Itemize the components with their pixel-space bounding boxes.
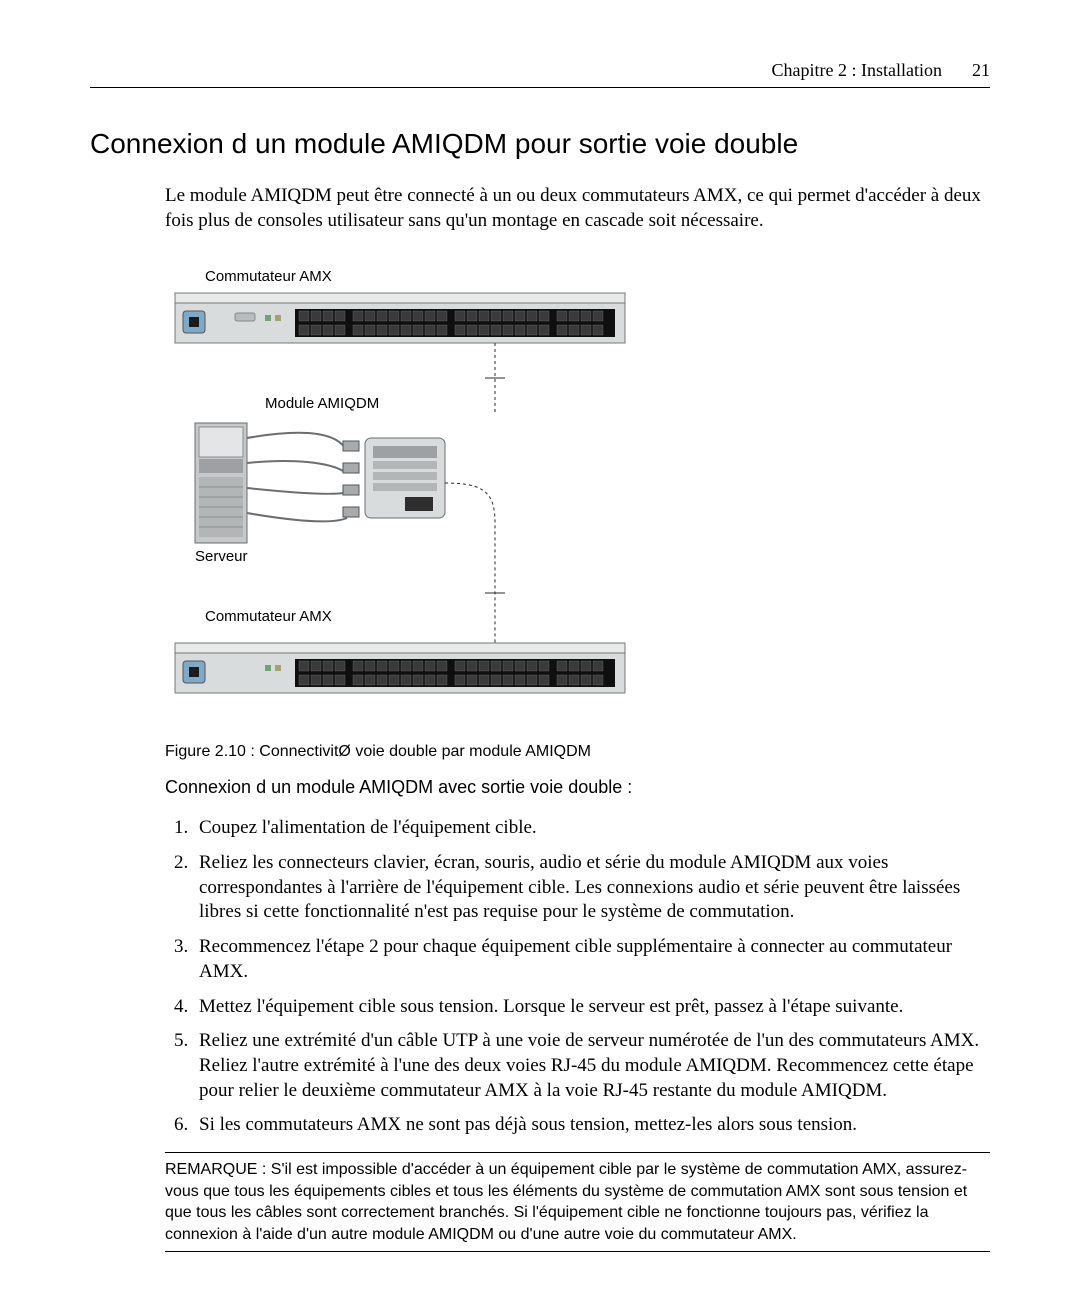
- bottom-switch-icon: [175, 643, 625, 693]
- figure-label-top-switch: Commutateur AMX: [205, 268, 332, 285]
- connectivity-diagram-svg: Commutateur AMX: [165, 263, 645, 733]
- section-title: Connexion d un module AMIQDM pour sortie…: [90, 128, 990, 160]
- step-item: Reliez une extrémité d'un câble UTP à un…: [193, 1029, 990, 1103]
- top-switch-icon: [175, 293, 625, 343]
- figure-label-module: Module AMIQDM: [265, 395, 379, 412]
- figure-diagram: Commutateur AMX: [165, 263, 990, 733]
- figure-caption: Figure 2.10 : ConnectivitØ voie double p…: [165, 743, 990, 761]
- step-item: Reliez les connecteurs clavier, écran, s…: [193, 851, 990, 925]
- step-item: Recommencez l'étape 2 pour chaque équipe…: [193, 935, 990, 984]
- note-block: REMARQUE : S'il est impossible d'accéder…: [165, 1152, 990, 1252]
- intro-paragraph: Le module AMIQDM peut être connecté à un…: [165, 184, 990, 233]
- figure-label-server: Serveur: [195, 548, 248, 565]
- server-icon: [195, 423, 247, 543]
- step-item: Mettez l'équipement cible sous tension. …: [193, 995, 990, 1020]
- note-label: REMARQUE :: [165, 1161, 266, 1178]
- procedure-subheading: Connexion d un module AMIQDM avec sortie…: [165, 777, 990, 798]
- page-number: 21: [972, 60, 990, 81]
- module-icon: [365, 438, 445, 518]
- page-header: Chapitre 2 : Installation 21: [90, 60, 990, 88]
- note-text: S'il est impossible d'accéder à un équip…: [165, 1161, 967, 1243]
- steps-list: Coupez l'alimentation de l'équipement ci…: [165, 816, 990, 1138]
- cable-icon: [247, 433, 347, 521]
- step-item: Si les commutateurs AMX ne sont pas déjà…: [193, 1113, 990, 1138]
- figure-label-bottom-switch: Commutateur AMX: [205, 608, 332, 625]
- body-content: Le module AMIQDM peut être connecté à un…: [165, 184, 990, 1252]
- chapter-label: Chapitre 2 : Installation: [772, 60, 942, 81]
- step-item: Coupez l'alimentation de l'équipement ci…: [193, 816, 990, 841]
- document-page: Chapitre 2 : Installation 21 Connexion d…: [0, 0, 1080, 1296]
